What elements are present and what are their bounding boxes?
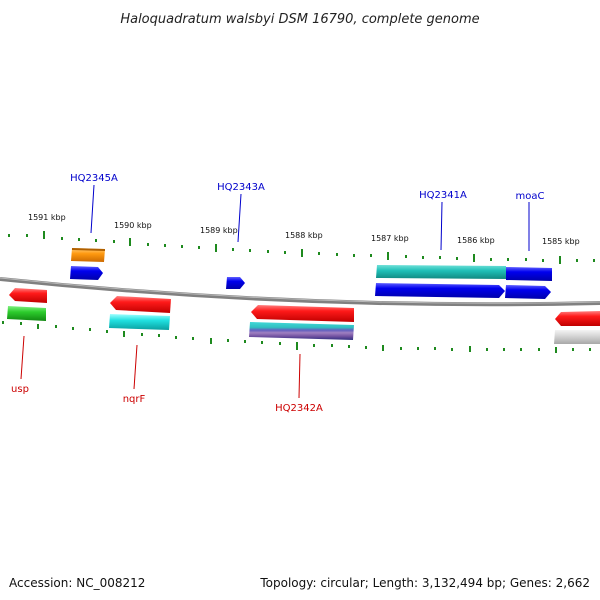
gene-feature[interactable] (109, 314, 170, 330)
genome-backbone-highlight (0, 277, 600, 304)
gene-label[interactable]: nqrF (123, 394, 146, 405)
scale-label: 1590 kbp (114, 221, 152, 230)
scale-label: 1591 kbp (28, 213, 66, 222)
gene-label[interactable]: moaC (516, 191, 545, 202)
label-leaders-top (90, 184, 530, 251)
gene-feature[interactable] (505, 285, 551, 299)
scale-label: 1589 kbp (200, 226, 238, 235)
inner-scale-ticks (2, 321, 591, 353)
gene-feature[interactable] (251, 305, 354, 322)
map-title: Haloquadratum walsbyi DSM 16790, complet… (120, 12, 479, 27)
scale-label: 1586 kbp (457, 236, 495, 245)
genome-backbone (0, 277, 600, 307)
outer-scale-ticks (8, 231, 595, 264)
gene-label[interactable]: usp (11, 384, 29, 395)
gene-feature[interactable] (7, 306, 46, 321)
gene-feature[interactable] (554, 330, 600, 344)
gene-feature[interactable] (110, 296, 171, 313)
gene-feature[interactable] (376, 265, 506, 279)
gene-feature[interactable] (375, 283, 505, 298)
gene-label[interactable]: HQ2341A (419, 190, 467, 201)
scale-label: 1585 kbp (542, 237, 580, 246)
gene-label[interactable]: HQ2343A (217, 182, 265, 193)
gene-feature[interactable] (70, 266, 103, 280)
genome-summary-text: Topology: circular; Length: 3,132,494 bp… (259, 576, 590, 590)
accession-text: Accession: NC_008212 (9, 576, 145, 590)
label-leaders-bottom (20, 335, 301, 399)
scale-label: 1588 kbp (285, 231, 323, 240)
gene-feature[interactable] (9, 288, 47, 303)
gene-feature[interactable] (249, 322, 354, 340)
gene-feature[interactable] (555, 311, 600, 326)
gene-feature[interactable] (226, 277, 245, 289)
gene-feature[interactable] (506, 267, 552, 281)
gene-feature[interactable] (71, 248, 105, 262)
scale-label: 1587 kbp (371, 234, 409, 243)
gene-label[interactable]: HQ2345A (70, 173, 118, 184)
gene-label[interactable]: HQ2342A (275, 403, 323, 414)
